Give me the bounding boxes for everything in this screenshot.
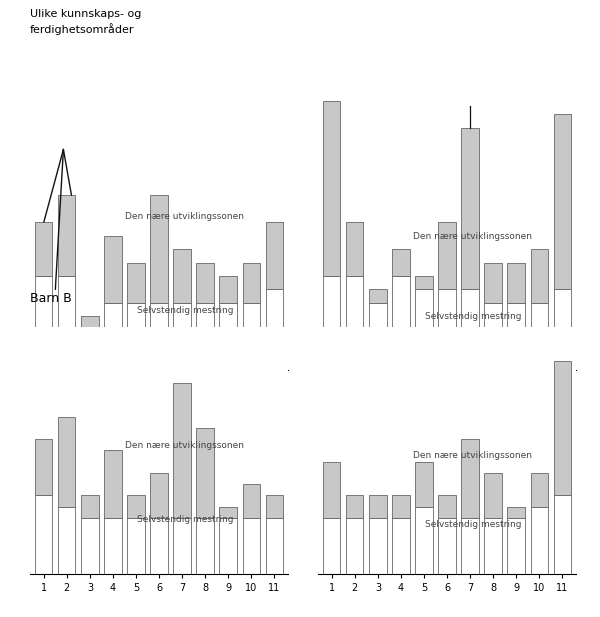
Bar (196, 428, 214, 518)
Bar (484, 262, 502, 303)
Bar (484, 473, 502, 518)
Bar (415, 507, 433, 574)
Bar (35, 276, 52, 370)
Bar (104, 236, 122, 303)
Bar (242, 484, 260, 518)
Bar (35, 439, 52, 495)
Bar (242, 303, 260, 370)
Bar (58, 416, 76, 507)
Bar (173, 303, 191, 370)
Bar (151, 303, 167, 370)
Bar (508, 262, 525, 303)
Bar (439, 222, 455, 289)
Bar (173, 518, 191, 574)
Bar (151, 473, 167, 518)
Text: Barn B: Barn B (30, 292, 72, 305)
Bar (439, 289, 455, 370)
Bar (196, 262, 214, 303)
Bar (104, 450, 122, 518)
Bar (415, 462, 433, 507)
Bar (266, 289, 283, 370)
Text: Selvstendig mestring: Selvstendig mestring (137, 307, 233, 315)
Bar (127, 262, 145, 303)
Bar (58, 507, 76, 574)
Bar (369, 495, 386, 518)
Bar (81, 518, 98, 574)
Bar (323, 518, 340, 574)
Bar (439, 518, 455, 574)
Bar (220, 507, 237, 518)
Text: Selvstendig mestring: Selvstendig mestring (425, 312, 521, 321)
Bar (242, 518, 260, 574)
Bar (266, 518, 283, 574)
Text: Den nære utviklingssonen: Den nære utviklingssonen (125, 441, 244, 450)
Bar (151, 518, 167, 574)
Bar (173, 249, 191, 303)
Text: Den nære utviklingssonen: Den nære utviklingssonen (413, 451, 532, 460)
Bar (35, 495, 52, 574)
Bar (554, 289, 571, 370)
Bar (196, 518, 214, 574)
Bar (461, 128, 479, 289)
Bar (530, 249, 548, 303)
Bar (173, 383, 191, 518)
Bar (58, 195, 76, 276)
Bar (369, 289, 386, 303)
Bar (127, 495, 145, 518)
Bar (220, 303, 237, 370)
Bar (346, 495, 364, 518)
Bar (369, 518, 386, 574)
Bar (484, 518, 502, 574)
Bar (323, 462, 340, 518)
Bar (346, 222, 364, 276)
Text: Selvstendig mestring: Selvstendig mestring (137, 515, 233, 524)
Bar (323, 101, 340, 276)
Text: Ulike kunnskaps- og
ferdighetsområder: Ulike kunnskaps- og ferdighetsområder (30, 9, 142, 35)
Bar (220, 276, 237, 303)
Bar (554, 495, 571, 574)
Bar (461, 439, 479, 518)
Bar (81, 495, 98, 518)
Text: Den nære utviklingssonen: Den nære utviklingssonen (125, 212, 244, 221)
Bar (58, 276, 76, 370)
Bar (392, 249, 410, 276)
Bar (220, 518, 237, 574)
Text: Den nære utviklingssonen: Den nære utviklingssonen (413, 233, 532, 241)
Bar (554, 114, 571, 289)
Bar (392, 276, 410, 370)
Bar (266, 222, 283, 289)
Bar (196, 303, 214, 370)
Bar (127, 303, 145, 370)
Bar (415, 289, 433, 370)
Bar (392, 495, 410, 518)
Bar (530, 303, 548, 370)
Bar (346, 518, 364, 574)
Bar (266, 495, 283, 518)
Bar (127, 518, 145, 574)
Bar (530, 473, 548, 507)
Bar (81, 317, 98, 343)
Bar (35, 222, 52, 276)
Bar (242, 262, 260, 303)
Bar (461, 518, 479, 574)
Bar (508, 303, 525, 370)
Bar (392, 518, 410, 574)
Bar (415, 276, 433, 289)
Bar (104, 518, 122, 574)
Bar (439, 495, 455, 518)
Bar (369, 303, 386, 370)
Bar (484, 303, 502, 370)
Bar (461, 289, 479, 370)
Text: Selvstendig mestring: Selvstendig mestring (425, 520, 521, 529)
Bar (508, 518, 525, 574)
Bar (104, 303, 122, 370)
Bar (81, 343, 98, 370)
Bar (530, 507, 548, 574)
Bar (323, 276, 340, 370)
Bar (346, 276, 364, 370)
Bar (554, 361, 571, 495)
Bar (508, 507, 525, 518)
Bar (151, 195, 167, 303)
